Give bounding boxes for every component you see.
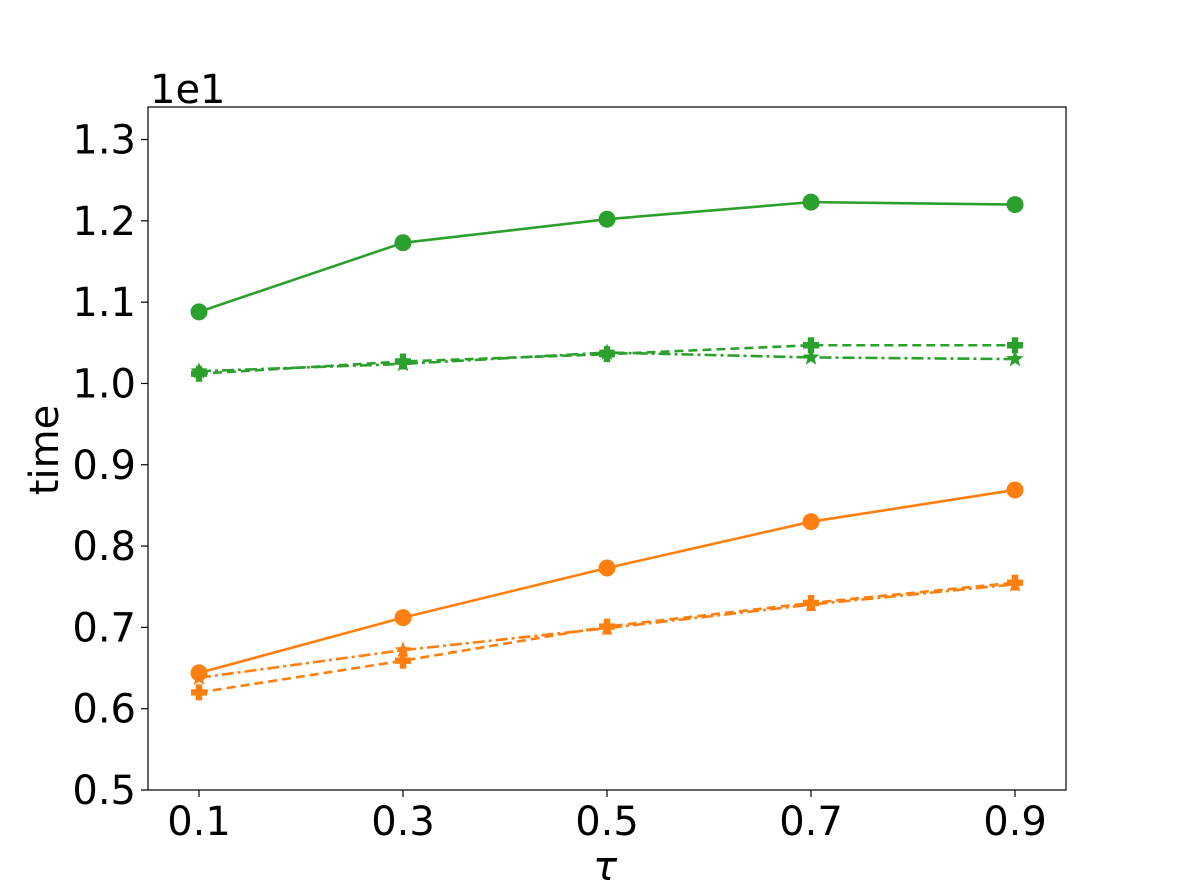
series-3-solid-circle	[190, 481, 1024, 682]
y-axis: 0.5 0.6 0.7 0.8 0.9 1.0 1.1 1.2 1.3	[72, 118, 148, 814]
data-point	[1006, 196, 1024, 214]
x-axis-label: τ	[593, 844, 618, 888]
data-point	[394, 641, 412, 658]
data-point	[802, 595, 820, 612]
data-point	[598, 559, 616, 577]
y-tick-label: 0.5	[72, 768, 136, 814]
data-point	[802, 193, 820, 211]
series-2-dashdot-star	[190, 343, 1024, 379]
data-point	[1006, 481, 1024, 499]
series-line	[198, 488, 1016, 675]
data-point	[802, 348, 820, 365]
data-point	[394, 354, 412, 372]
data-point	[598, 343, 616, 360]
series-layer	[190, 193, 1024, 701]
x-tick-label: 0.5	[575, 799, 639, 845]
x-tick-label: 0.1	[167, 799, 231, 845]
data-point	[1007, 337, 1023, 354]
x-axis: 0.1 0.3 0.5 0.7 0.9	[167, 790, 1047, 845]
data-point	[803, 337, 819, 354]
data-point	[190, 362, 208, 379]
series-line	[198, 582, 1016, 680]
data-point	[598, 210, 616, 228]
series-0-solid-circle	[190, 193, 1024, 321]
y-tick-label: 0.6	[72, 687, 136, 733]
data-point	[395, 652, 411, 669]
y-tick-label: 1.1	[72, 280, 136, 326]
series-5-dashdot-star	[190, 575, 1024, 686]
data-point	[802, 513, 820, 531]
series-line	[198, 581, 1016, 694]
y-tick-label: 0.7	[72, 605, 136, 651]
data-point	[190, 668, 208, 686]
data-point	[394, 609, 412, 627]
y-tick-label: 1.0	[72, 361, 136, 407]
data-point	[191, 684, 207, 701]
series-4-dashed-plus	[191, 574, 1023, 701]
y-tick-label: 1.3	[72, 118, 136, 164]
data-point	[190, 303, 208, 321]
data-point	[1006, 350, 1024, 367]
plot-frame	[147, 106, 1067, 791]
data-point	[394, 234, 412, 252]
x-tick-label: 0.3	[371, 799, 435, 845]
y-tick-label: 0.8	[72, 524, 136, 570]
data-point	[598, 619, 616, 636]
x-tick-label: 0.7	[779, 799, 843, 845]
x-tick-label: 0.9	[983, 799, 1047, 845]
data-point	[1006, 575, 1024, 592]
y-tick-label: 1.2	[72, 199, 136, 245]
y-tick-label: 0.9	[72, 443, 136, 489]
y-axis-label: time	[22, 405, 68, 495]
y-offset-label: 1e1	[150, 67, 226, 113]
